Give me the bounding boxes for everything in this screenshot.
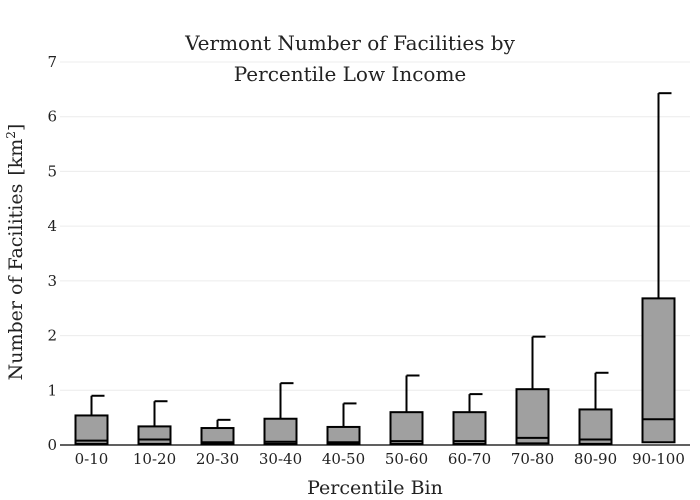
iqr-box — [326, 425, 361, 445]
iqr-box — [200, 427, 235, 445]
y-tick-label: 0 — [47, 436, 57, 454]
chart-title-line-2: Percentile Low Income — [234, 62, 467, 86]
iqr-box — [137, 425, 172, 445]
x-tick-label: 30-40 — [259, 450, 302, 468]
y-axis-title-text: Number of Facilities — [5, 184, 27, 381]
x-tick-label: 90-100 — [632, 450, 685, 468]
x-tick-label: 50-60 — [385, 450, 428, 468]
y-axis-unit-close: ] — [5, 124, 27, 131]
x-tick-label: 40-50 — [322, 450, 365, 468]
y-axis-unit-superscript: 2 — [4, 131, 18, 139]
box-50-60 — [389, 374, 424, 445]
x-tick-label: 10-20 — [133, 450, 176, 468]
box-70-80 — [515, 335, 550, 445]
iqr-box — [515, 388, 550, 445]
box-60-70 — [452, 393, 487, 445]
x-tick-label: 20-30 — [196, 450, 239, 468]
box-80-90 — [578, 371, 613, 445]
y-axis-title: Number of Facilities [km2] — [4, 124, 27, 381]
x-tick-label: 80-90 — [574, 450, 617, 468]
y-tick-label: 6 — [47, 108, 57, 126]
y-tick-label: 4 — [47, 217, 57, 235]
iqr-box — [452, 411, 487, 445]
box-90-100 — [641, 92, 676, 444]
y-tick-label: 2 — [47, 327, 57, 345]
gridlines — [60, 61, 690, 446]
box-10-20 — [137, 400, 172, 445]
x-tick-label: 70-80 — [511, 450, 554, 468]
y-tick-labels: 0 1 2 3 4 5 6 7 — [47, 53, 57, 454]
x-tick-label: 60-70 — [448, 450, 491, 468]
y-tick-label: 5 — [47, 162, 57, 180]
x-tick-labels: 0-10 10-20 20-30 30-40 40-50 50-60 60-70 70-80 8… — [75, 450, 685, 468]
y-tick-label: 1 — [47, 381, 57, 399]
iqr-box — [578, 408, 613, 445]
y-tick-label: 7 — [47, 53, 57, 71]
y-tick-label: 3 — [47, 272, 57, 290]
box-series — [74, 92, 676, 445]
iqr-box — [641, 297, 676, 444]
box-0-10 — [74, 394, 109, 445]
box-30-40 — [263, 382, 298, 445]
iqr-box — [389, 411, 424, 445]
x-tick-label: 0-10 — [75, 450, 109, 468]
iqr-box — [74, 414, 109, 445]
iqr-box — [263, 417, 298, 445]
y-axis-unit: [km — [5, 139, 27, 176]
box-20-30 — [200, 418, 235, 445]
box-40-50 — [326, 402, 361, 445]
chart-title-line-1: Vermont Number of Facilities by — [184, 31, 516, 55]
x-axis-title: Percentile Bin — [307, 477, 443, 499]
